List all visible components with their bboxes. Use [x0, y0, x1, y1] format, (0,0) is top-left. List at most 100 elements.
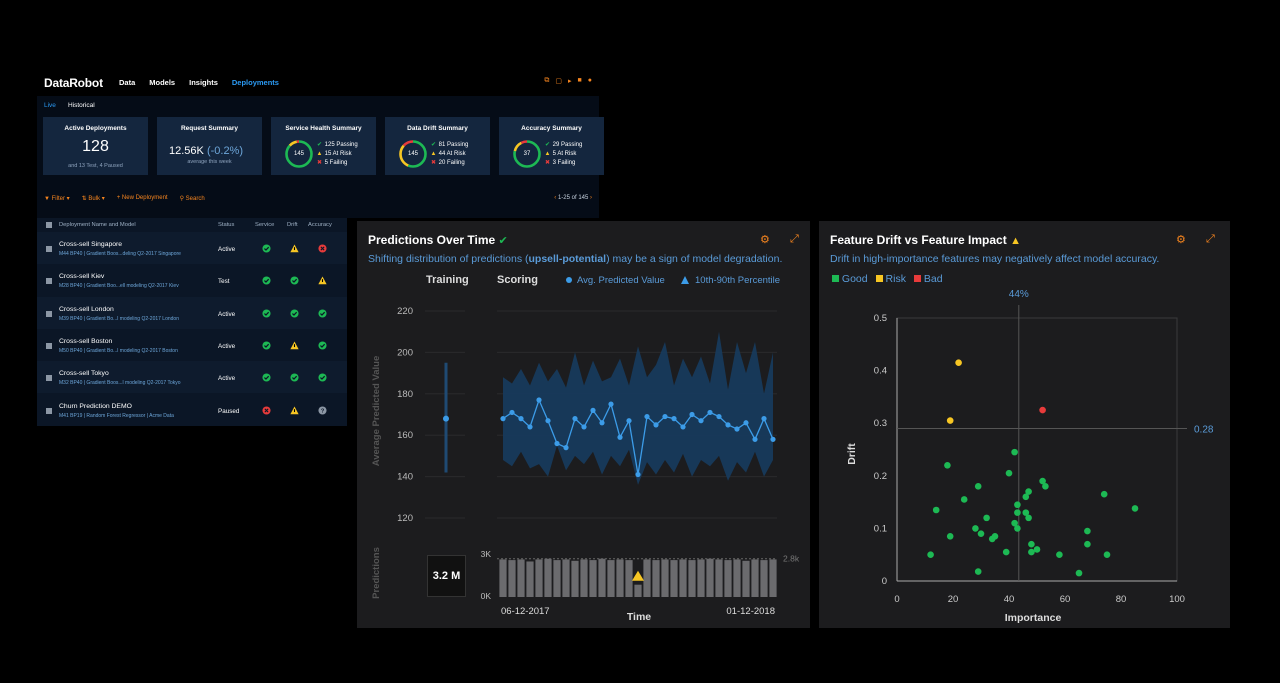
service-check-icon — [262, 373, 271, 382]
deployment-name[interactable]: Cross-sell Kiev — [59, 273, 105, 281]
check-icon-circle — [318, 373, 327, 382]
tab-live[interactable]: Live — [44, 102, 56, 109]
volume-bar — [760, 560, 768, 597]
legend-risk[interactable]: Risk — [875, 273, 906, 285]
expand-icon[interactable]: ⤢ — [790, 233, 799, 245]
service-ring-chart — [285, 140, 313, 168]
col-accuracy[interactable]: Accuracy — [308, 222, 332, 228]
percentile-band — [503, 331, 773, 485]
accuracy-summary-card[interactable]: Accuracy Summary 37 ✔ 29 Passing ▲ 5 At … — [499, 117, 604, 175]
prev-page-icon[interactable]: ‹ — [554, 195, 557, 201]
book-icon[interactable]: ▢ — [555, 78, 563, 85]
nav-models[interactable]: Models — [149, 78, 176, 87]
request-summary-card[interactable]: Request Summary 12.56K (-0.2%) average t… — [157, 117, 262, 175]
card-title: Service Health Summary — [285, 125, 362, 132]
table-row[interactable]: Cross-sell Tokyo M32 BP40 | Gradient Boo… — [37, 361, 347, 394]
select-all-checkbox[interactable] — [46, 222, 52, 228]
row-checkbox[interactable] — [46, 375, 52, 382]
deployment-name[interactable]: Cross-sell London — [59, 305, 114, 313]
active-deployments-card[interactable]: Active Deployments 128 and 13 Test, 4 Pa… — [43, 117, 148, 175]
accuracy-warning-icon — [318, 276, 327, 285]
avg-point — [500, 416, 506, 422]
col-name[interactable]: Deployment Name and Model — [59, 222, 136, 228]
nav-insights[interactable]: Insights — [189, 78, 218, 87]
row-checkbox[interactable] — [46, 246, 52, 252]
data-drift-card[interactable]: Data Drift Summary 145 ✔ 81 Passing ▲ 44… — [385, 117, 490, 175]
table-row[interactable]: Cross-sell London M39 BP40 | Gradient Bo… — [37, 296, 347, 329]
accuracy-check-icon — [318, 341, 327, 350]
folder-icon[interactable]: ■ — [577, 77, 582, 84]
next-page-icon[interactable]: › — [590, 195, 592, 201]
check-icon-circle — [262, 373, 271, 382]
avg-point — [626, 418, 632, 424]
row-checkbox[interactable] — [46, 310, 52, 317]
col-status[interactable]: Status — [218, 222, 235, 228]
service-health-card[interactable]: Service Health Summary 145 ✔ 125 Passing… — [271, 117, 376, 175]
user-icon[interactable]: ● — [587, 77, 592, 84]
filter-button[interactable]: ▼ Filter ▾ — [44, 196, 70, 202]
active-sub: and 13 Test, 4 Paused — [68, 163, 123, 169]
volume-bar — [625, 560, 633, 597]
legend-pct-marker — [681, 276, 689, 284]
gear-icon[interactable]: ⚙ — [760, 234, 770, 246]
row-checkbox[interactable] — [46, 278, 52, 285]
share-icon[interactable]: ⧉ — [544, 77, 550, 84]
deployment-name[interactable]: Cross-sell Tokyo — [59, 370, 109, 378]
tab-historical[interactable]: Historical — [67, 102, 95, 109]
nav-deployments[interactable]: Deployments — [231, 78, 279, 87]
feature-point-good — [1025, 488, 1032, 495]
volume-axis-label: Predictions — [371, 547, 382, 599]
feature-point-good — [1131, 505, 1139, 512]
feature-point-good — [932, 506, 940, 514]
feature-point-risk — [955, 359, 962, 367]
accuracy-check-icon — [318, 373, 327, 382]
avg-point — [770, 436, 776, 442]
row-checkbox[interactable] — [46, 407, 52, 414]
feature-point-good — [1005, 469, 1013, 477]
volume-bar — [652, 560, 660, 597]
table-row[interactable]: Cross-sell Kiev M28 BP40 | Gradient Boo.… — [37, 264, 347, 296]
new-deployment-button[interactable]: + New Deployment — [116, 195, 168, 201]
volume-bar — [661, 559, 669, 597]
datarobot-logo[interactable]: DataRobot — [44, 76, 103, 90]
warning-mark — [293, 408, 296, 412]
deployment-name[interactable]: Cross-sell Boston — [59, 337, 113, 345]
y-tick-label: 140 — [397, 472, 413, 483]
table-row[interactable]: Cross-sell Singapore M44 BP40 | Gradient… — [37, 232, 347, 264]
legend-good[interactable]: Good — [832, 273, 868, 285]
feature-point-good — [1014, 509, 1021, 516]
table-row[interactable]: Churn Prediction DEMO M41 BP19 | Random … — [37, 394, 347, 426]
feature-point-good — [974, 483, 982, 490]
check-mark — [263, 279, 270, 284]
nav-data[interactable]: Data — [119, 78, 136, 87]
scoring-label: Scoring — [497, 274, 538, 286]
check-mark — [291, 279, 298, 284]
feature-point-good — [1075, 569, 1083, 577]
volume-bar — [499, 559, 507, 597]
col-service[interactable]: Service — [255, 222, 275, 228]
deployment-name[interactable]: Cross-sell Singapore — [59, 241, 123, 248]
feature-point-good — [1028, 540, 1035, 548]
feature-point-good — [1014, 501, 1021, 509]
deployment-model: M41 BP19 | Random Forest Regressor | Acm… — [59, 412, 174, 419]
pagination: ‹ 1-25 of 145 › — [554, 195, 592, 201]
drift-warning-icon — [290, 244, 299, 253]
search-button[interactable]: ⚲ Search — [179, 196, 205, 202]
row-checkbox[interactable] — [46, 342, 52, 349]
warning-icon: ▲ — [544, 151, 551, 157]
predictions-over-time-panel: Predictions Over Time ✔ ⚙ ⤢ Shifting dis… — [357, 221, 810, 628]
table-row[interactable]: Cross-sell Boston M50 BP40 | Gradient Bo… — [37, 329, 347, 361]
col-drift[interactable]: Drift — [287, 222, 298, 228]
deployment-model: M28 BP40 | Gradient Boo...ell modeling Q… — [59, 283, 179, 290]
legend-bad[interactable]: Bad — [913, 273, 943, 285]
warning-icon: ▲ — [430, 151, 437, 157]
megaphone-icon[interactable]: ▸ — [568, 78, 572, 85]
bulk-button[interactable]: ⇅ Bulk ▾ — [81, 196, 105, 202]
deployments-window: DataRobot Data Models Insights Deploymen… — [37, 66, 604, 218]
gear-icon[interactable]: ⚙ — [1176, 234, 1186, 246]
expand-icon[interactable]: ⤢ — [1206, 233, 1215, 245]
check-icon-circle — [262, 309, 271, 318]
volume-bar — [742, 560, 750, 597]
deployment-name[interactable]: Churn Prediction DEMO — [59, 402, 132, 410]
avg-point — [590, 407, 596, 413]
